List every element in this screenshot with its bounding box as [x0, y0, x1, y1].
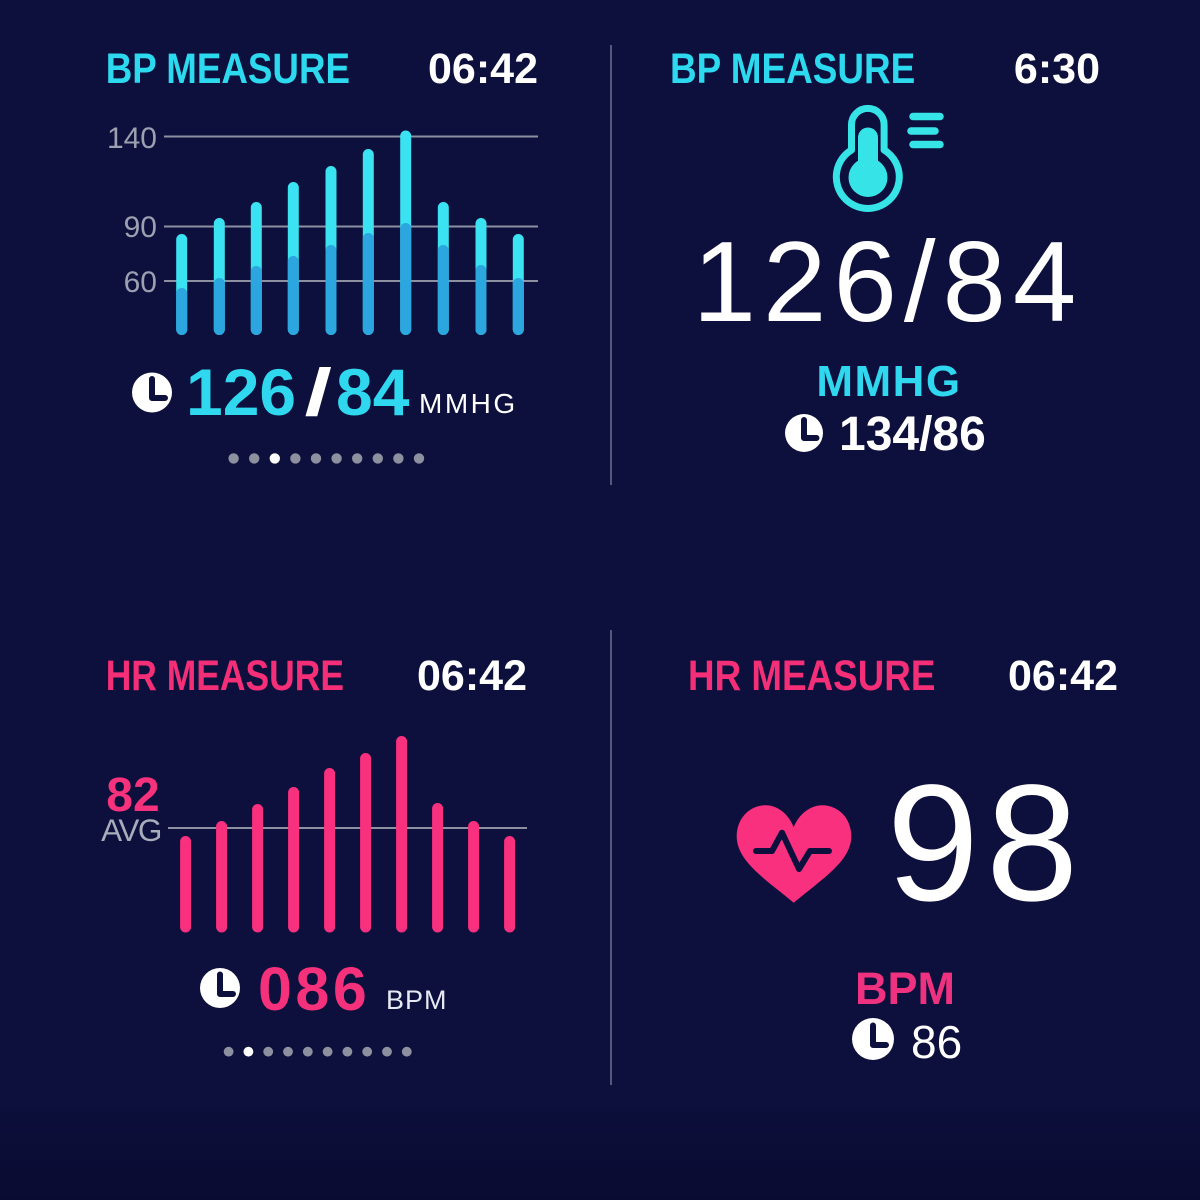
svg-text:82: 82 [106, 769, 159, 822]
svg-text:MMHG: MMHG [816, 357, 961, 406]
svg-text:60: 60 [124, 266, 157, 299]
svg-text:06:42: 06:42 [428, 45, 538, 93]
svg-text:MMHG: MMHG [419, 388, 518, 419]
svg-text:/: / [305, 355, 333, 429]
svg-text:BPM: BPM [855, 963, 955, 1014]
svg-text:84: 84 [336, 355, 410, 429]
svg-text:BP MEASURE: BP MEASURE [106, 45, 350, 92]
svg-text:BPM: BPM [386, 985, 448, 1015]
svg-text:HR MEASURE: HR MEASURE [688, 652, 935, 699]
svg-text:AVG: AVG [101, 812, 161, 848]
svg-text:140: 140 [107, 122, 157, 155]
svg-text:086: 086 [258, 955, 370, 1023]
svg-text:126: 126 [186, 355, 296, 429]
svg-text:86: 86 [911, 1016, 962, 1068]
svg-text:06:42: 06:42 [1008, 652, 1118, 700]
svg-text:HR MEASURE: HR MEASURE [106, 652, 344, 700]
svg-text:90: 90 [124, 211, 157, 244]
svg-text:98: 98 [887, 751, 1086, 936]
svg-text:6:30: 6:30 [1014, 45, 1100, 93]
svg-text:134/86: 134/86 [839, 408, 986, 461]
svg-text:06:42: 06:42 [417, 652, 527, 700]
svg-text:BP MEASURE: BP MEASURE [670, 45, 915, 92]
svg-text:126/84: 126/84 [693, 219, 1084, 346]
